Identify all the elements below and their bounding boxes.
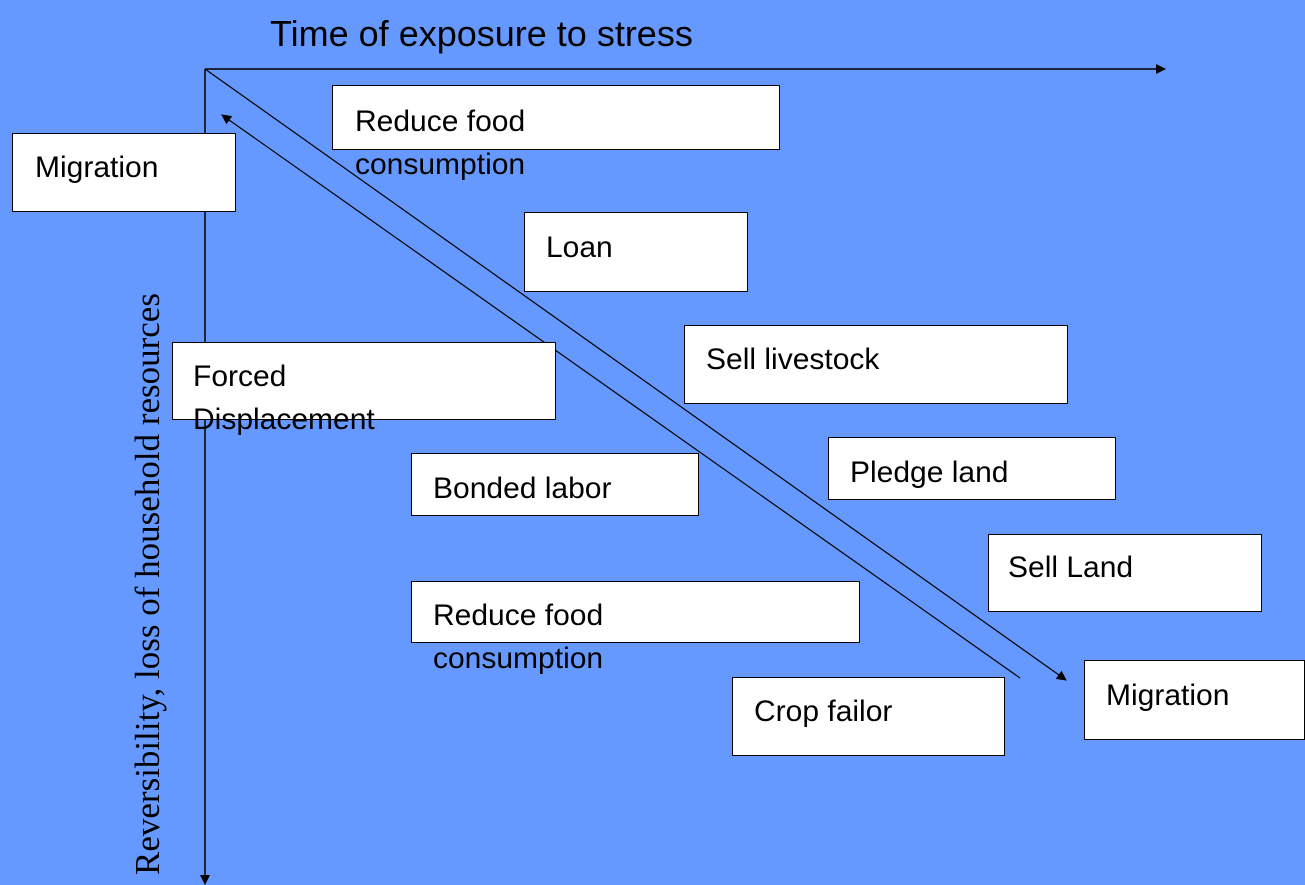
diagonal-arrow <box>204 68 1067 681</box>
node-label: Migration <box>35 151 159 184</box>
node-box <box>172 342 556 420</box>
node-box <box>828 437 1116 500</box>
node-box <box>684 325 1068 404</box>
node-label: Loan <box>546 231 613 264</box>
node-box <box>732 677 1005 756</box>
title: Time of exposure to stress <box>270 13 693 54</box>
node-box <box>411 453 699 516</box>
node-label: Reduce food consumption <box>355 105 526 181</box>
node-box <box>524 212 748 292</box>
node-box <box>1084 660 1305 740</box>
node-box <box>988 534 1262 612</box>
node-label: Bonded labor <box>433 472 612 505</box>
node-label: Forced Displacement <box>193 360 375 436</box>
node-label: Pledge land <box>850 456 1009 489</box>
node-box <box>411 581 860 643</box>
node-label: Sell livestock <box>706 343 880 376</box>
node-label: Migration <box>1106 679 1230 712</box>
node-label: Reduce food consumption <box>433 599 604 675</box>
node-label: Sell Land <box>1008 551 1134 584</box>
node-label: Crop failor <box>754 695 893 728</box>
vertical-axis-label: Reversibility, loss of household resourc… <box>128 293 167 875</box>
node-box <box>12 133 236 212</box>
node-box <box>332 85 780 150</box>
diagonal-arrow <box>221 114 1021 679</box>
